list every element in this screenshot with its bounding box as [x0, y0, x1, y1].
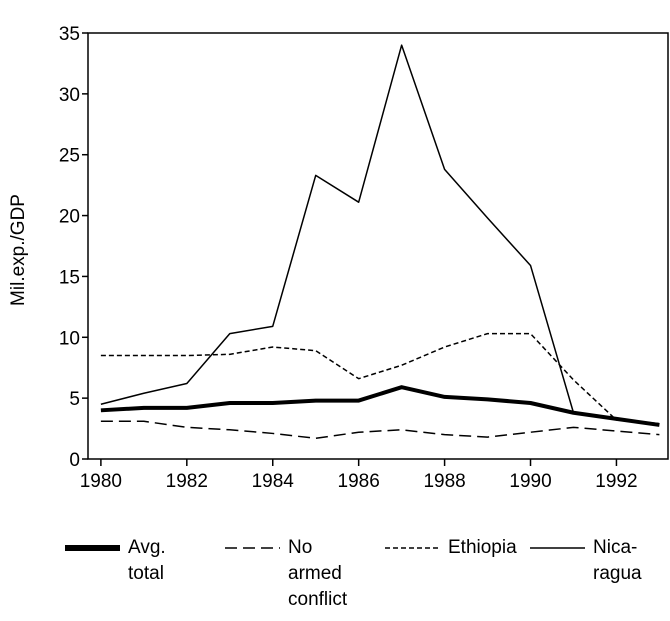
x-tick-label: 1984 [252, 471, 295, 492]
y-tick-label: 30 [59, 85, 80, 106]
series-line [100, 385, 660, 427]
y-tick-label: 15 [59, 267, 80, 288]
y-tick-label: 10 [59, 328, 80, 349]
x-tick-label: 1988 [423, 471, 465, 492]
y-tick-label: 35 [59, 24, 80, 45]
x-tick-label: 1980 [80, 471, 122, 492]
x-tick-label: 1992 [595, 471, 637, 492]
series-line [100, 332, 660, 425]
series-line [100, 44, 660, 425]
x-tick-label: 1986 [338, 471, 380, 492]
plot-frame [87, 32, 669, 460]
legend-label: Nica-ragua [593, 537, 642, 584]
y-tick-label: 0 [69, 450, 80, 471]
legend-label: Ethiopia [448, 537, 517, 558]
y-tick-label: 5 [69, 389, 80, 410]
legend-label: Avg. total [128, 537, 166, 584]
legend-label: No armed conflict [288, 537, 348, 610]
y-tick-label: 20 [59, 207, 80, 228]
y-tick-label: 25 [59, 146, 80, 167]
x-tick-label: 1982 [166, 471, 208, 492]
series-line [100, 420, 660, 440]
y-axis-label: Mil.exp./GDP [8, 194, 29, 306]
x-tick-label: 1990 [509, 471, 551, 492]
